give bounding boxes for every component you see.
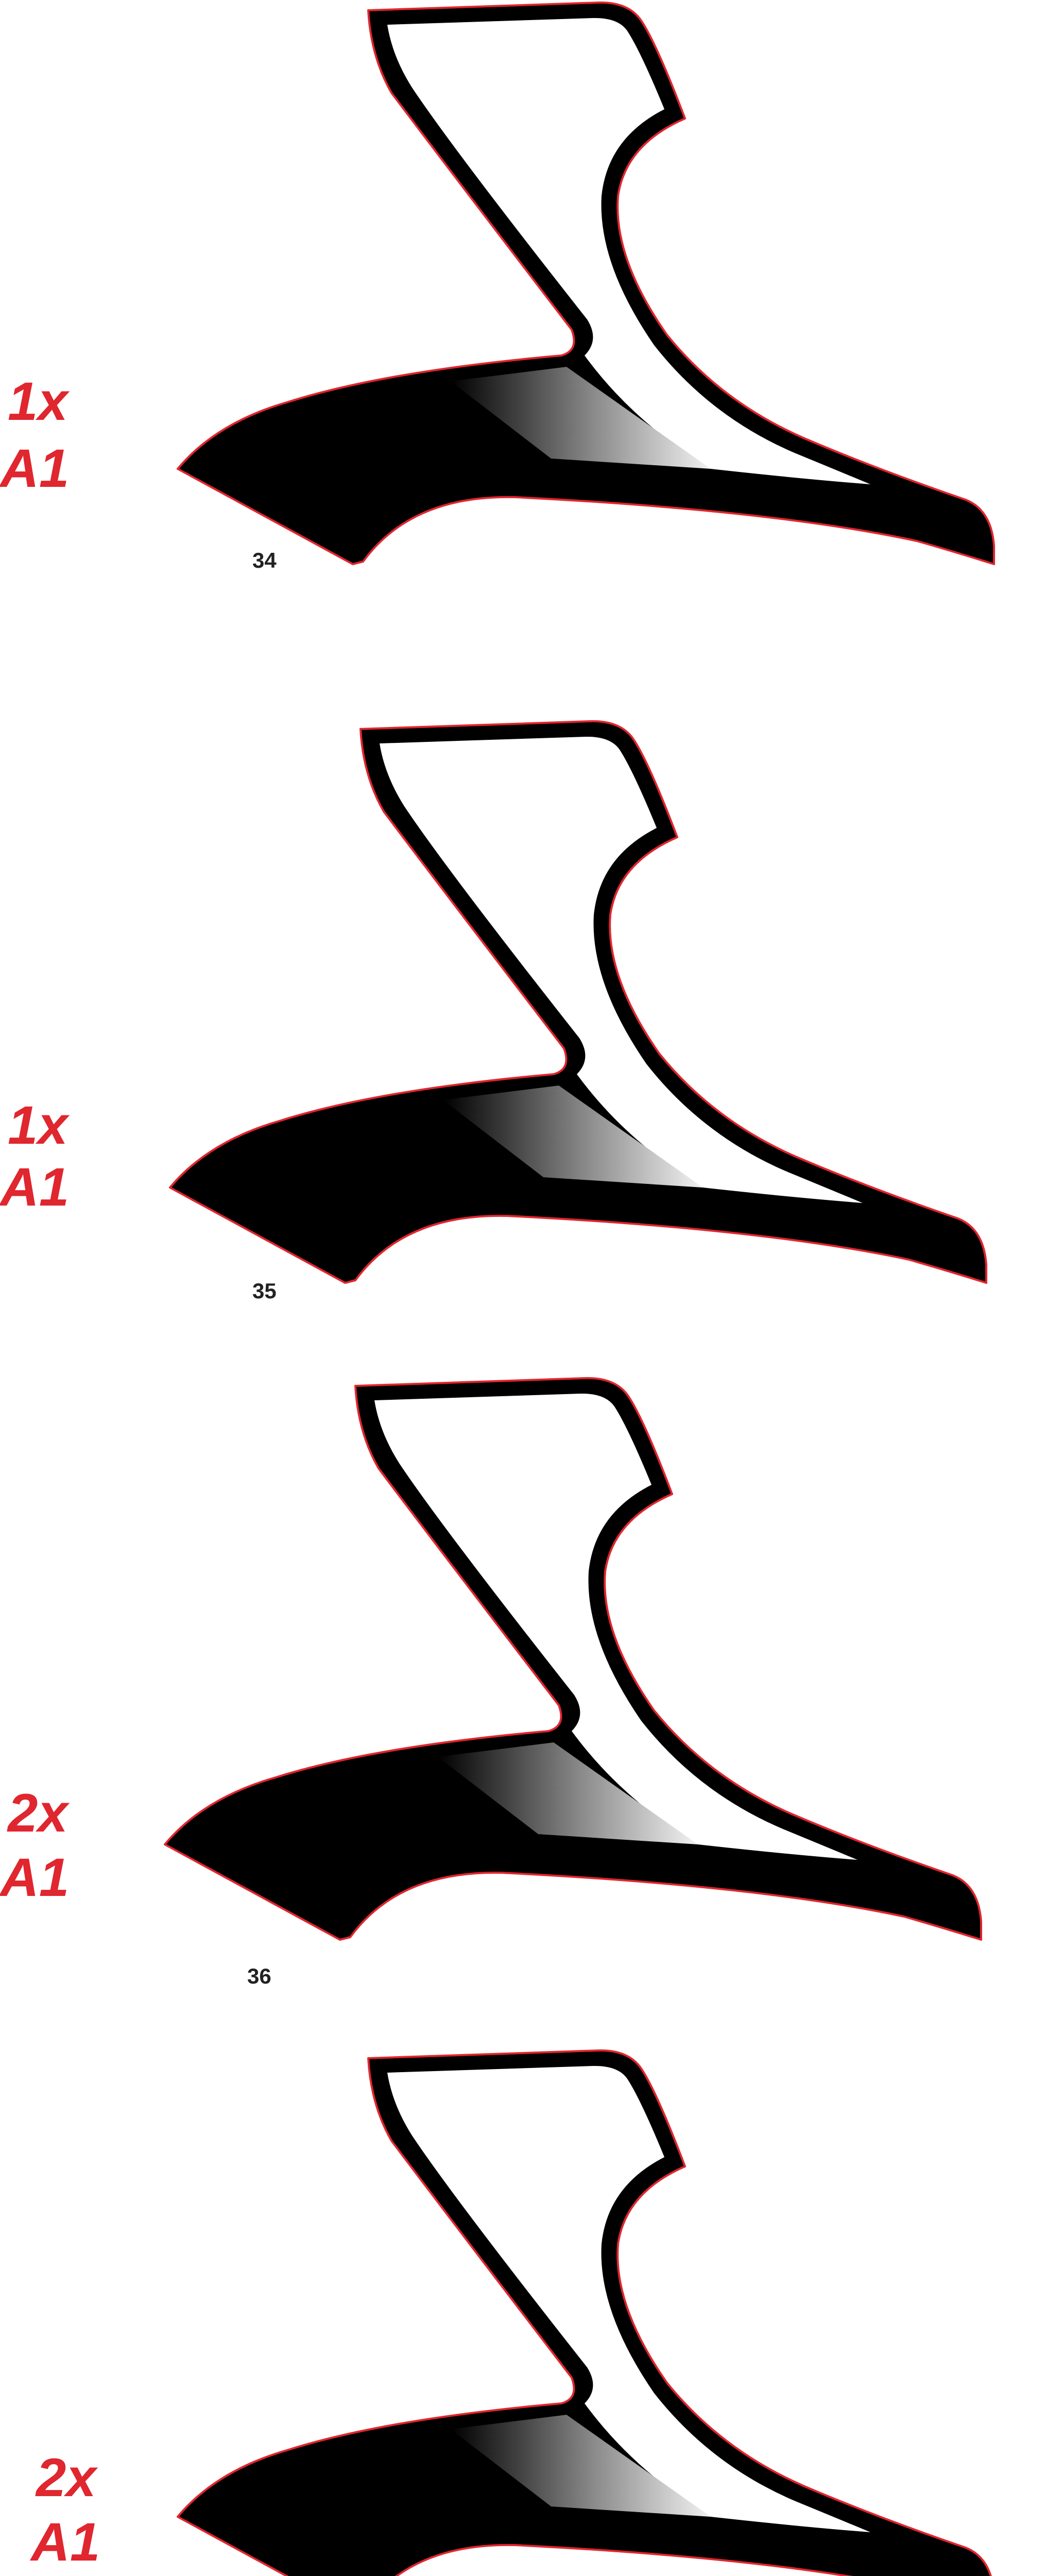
material-label: A1 <box>0 1157 69 1217</box>
decal-part-37: 2x A1 37 <box>29 2049 995 2576</box>
quantity-label: 2x <box>7 1783 70 1843</box>
decal-shape <box>177 2049 995 2576</box>
decal-part-36: 2x A1 36 <box>0 1377 982 1988</box>
material-label: A1 <box>29 2512 100 2572</box>
material-label: A1 <box>0 1848 69 1908</box>
part-number: 36 <box>247 1964 271 1988</box>
material-label: A1 <box>0 438 69 499</box>
decal-part-35: 1x A1 35 <box>0 720 987 1303</box>
quantity-label: 2x <box>35 2448 98 2508</box>
part-number: 35 <box>252 1279 277 1303</box>
quantity-label: 1x <box>8 1095 70 1156</box>
quantity-label: 1x <box>8 371 70 432</box>
decal-shape <box>177 1 995 565</box>
decal-shape <box>169 720 987 1284</box>
decal-shape <box>164 1377 982 1941</box>
part-number: 34 <box>252 548 277 572</box>
decal-part-34: 1x A1 34 <box>0 1 995 572</box>
